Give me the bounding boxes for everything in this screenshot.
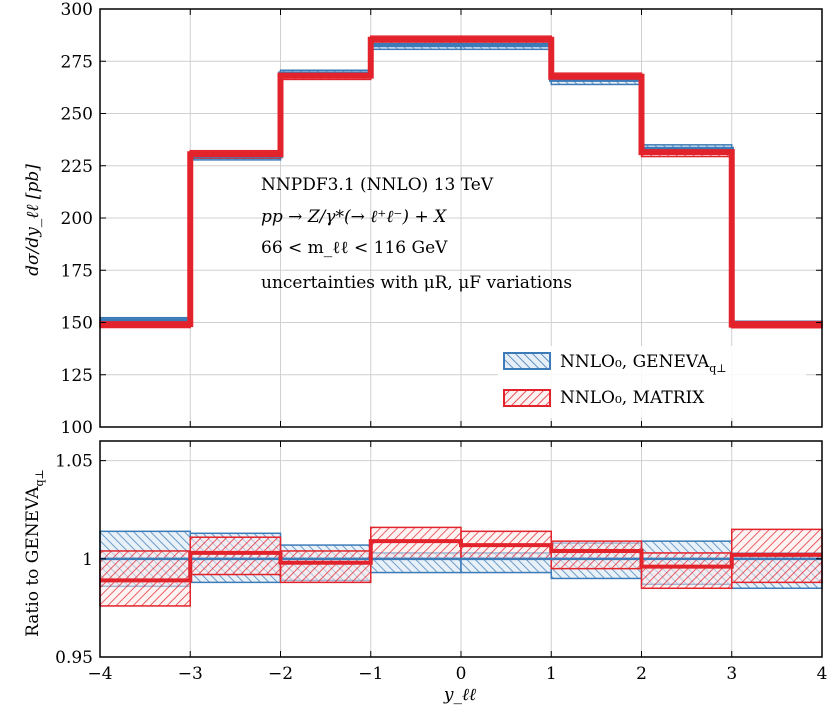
y-axis-title-main: dσ/dy_ℓℓ [pb]	[23, 164, 43, 276]
y-tick-label: 1.05	[55, 452, 93, 472]
legend-label-geneva: NNLO₀, GENEVAq⊥	[560, 352, 727, 375]
x-tick-label: 0	[456, 664, 467, 684]
y-tick-label: 125	[61, 366, 93, 386]
y-tick-label: 200	[61, 209, 93, 229]
x-tick-label: −3	[178, 664, 203, 684]
annotation-pdf: NNPDF3.1 (NNLO) 13 TeV	[261, 175, 494, 195]
main-panel: 100 125 150 175 200 225 250 275 300	[61, 0, 823, 438]
uncertainty-band-matrix	[279, 550, 372, 584]
y-tick-label: 250	[61, 105, 93, 125]
legend-label-matrix: NNLO₀, MATRIX	[560, 388, 705, 408]
legend: NNLO₀, GENEVAq⊥ NNLO₀, MATRIX	[498, 346, 806, 418]
x-tick-label: 1	[546, 664, 557, 684]
series-line-matrix	[100, 36, 822, 328]
x-tick-label: 4	[817, 664, 828, 684]
y-tick-label: 225	[61, 157, 93, 177]
annotation-process: pp → Z/γ*(→ ℓ⁺ℓ⁻) + X	[261, 207, 447, 227]
series-line-matrix	[100, 539, 822, 583]
x-tick-label: −4	[87, 664, 112, 684]
x-axis-title: y_ℓℓ	[443, 685, 476, 705]
x-tick-label: −2	[268, 664, 293, 684]
annotation-mass-window: 66 < m_ℓℓ < 116 GeV	[261, 238, 448, 258]
uncertainty-band-matrix	[550, 540, 643, 570]
annotation-uncertainties: uncertainties with μR, μF variations	[261, 273, 572, 293]
annotation-block: NNPDF3.1 (NNLO) 13 TeV pp → Z/γ*(→ ℓ⁺ℓ⁻)…	[261, 175, 572, 293]
x-tick-label: 3	[726, 664, 737, 684]
legend-swatch-matrix	[503, 389, 551, 407]
x-tick-label: 2	[636, 664, 647, 684]
x-tick-label: −1	[358, 664, 383, 684]
y-tick-label: 1	[82, 550, 93, 570]
y-tick-label: 150	[61, 314, 93, 334]
y-tick-label: 300	[61, 0, 93, 20]
uncertainty-band-matrix	[189, 536, 282, 576]
y-tick-label: 175	[61, 261, 93, 281]
y-tick-label: 100	[61, 418, 93, 438]
y-tick-label: 275	[61, 52, 93, 72]
ratio-panel: 0.95 1 1.05 −4 −3 −2 −1 0 1 2 3 4	[55, 440, 828, 684]
legend-swatch-geneva	[503, 352, 551, 370]
y-tick-label: 0.95	[55, 648, 93, 668]
y-axis-title-ratio: Ratio to GENEVAq⊥	[23, 469, 46, 637]
